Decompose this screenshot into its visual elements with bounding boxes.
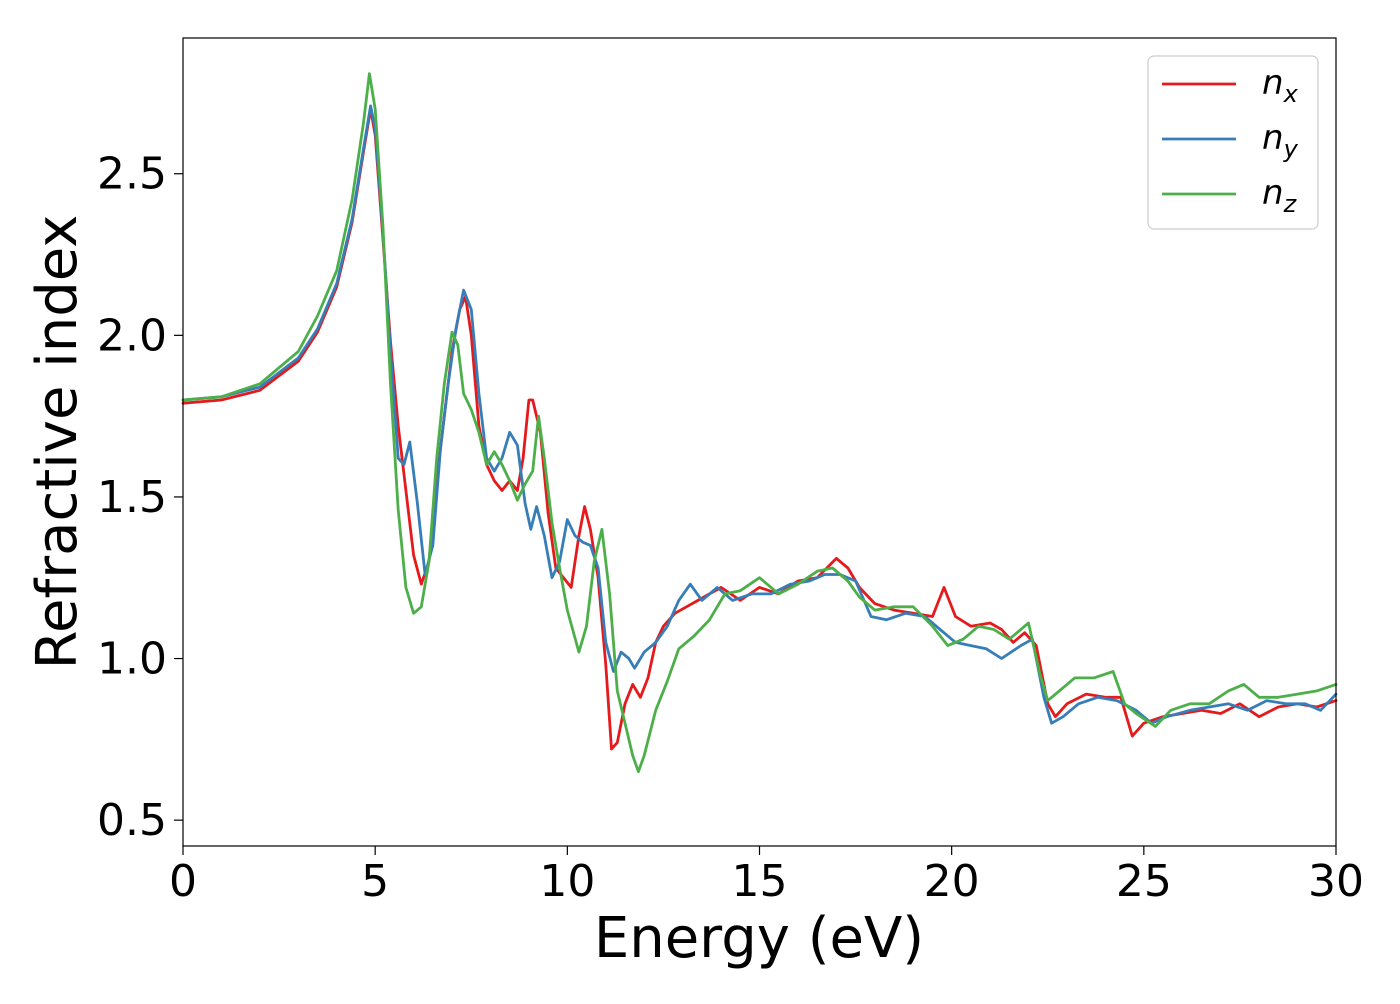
series-line-z — [181, 72, 1338, 774]
x-tick-label: 25 — [1116, 856, 1172, 907]
legend-box — [1147, 55, 1319, 230]
y-tick-label: 0.5 — [97, 795, 167, 846]
legend-label-z: nz — [1262, 173, 1298, 218]
x-axis: 0 5 10 15 20 25 30 — [169, 846, 1364, 907]
y-tick-label: 2.0 — [97, 310, 167, 361]
x-tick-label: 5 — [361, 856, 389, 907]
x-tick-label: 0 — [169, 856, 197, 907]
y-axis-label: Refractive index — [25, 215, 90, 670]
x-tick-label: 20 — [924, 856, 980, 907]
y-tick-label: 2.5 — [97, 149, 167, 200]
x-tick-label: 15 — [732, 856, 788, 907]
y-tick-label: 1.5 — [97, 472, 167, 523]
x-tick-label: 30 — [1308, 856, 1364, 907]
legend: nx ny nz — [1147, 55, 1319, 230]
y-tick-label: 1.0 — [97, 634, 167, 685]
legend-label-x: nx — [1262, 63, 1299, 108]
x-tick-label: 10 — [539, 856, 595, 907]
series-line-y — [181, 104, 1338, 725]
legend-label-y: ny — [1262, 118, 1299, 163]
series-line-x — [181, 107, 1338, 751]
plot-lines — [181, 72, 1338, 774]
y-axis: 0.5 1.0 1.5 2.0 2.5 — [97, 149, 183, 846]
x-axis-label: Energy (eV) — [594, 906, 924, 971]
